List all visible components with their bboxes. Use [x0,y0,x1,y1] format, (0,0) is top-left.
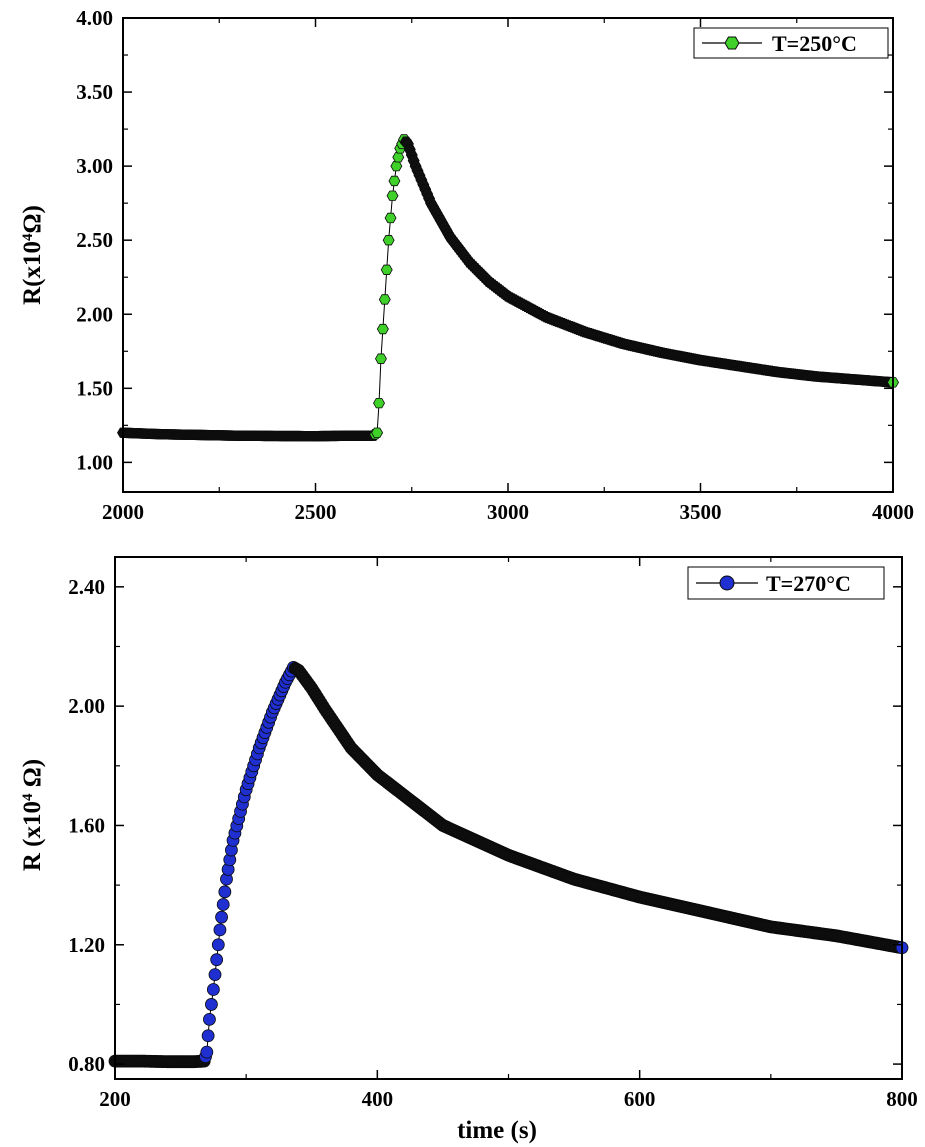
chart-top-axes: 2000 2500 3000 3500 4000 1.00 1.50 2.00 2.50 3.00… [76,6,914,524]
data-point [373,397,385,409]
x-tick-label: 800 [886,1087,918,1111]
y-tick-label: 0.80 [68,1052,105,1076]
data-point [376,323,389,335]
y-tick-label: 2.00 [76,302,113,326]
data-point [386,190,399,201]
y-tick-label: 1.20 [68,933,105,957]
data-point [374,353,387,364]
x-tick-label: 600 [624,1087,656,1111]
data-point [378,294,391,305]
legend-label: T=250°C [772,31,857,56]
chart-top-frame [122,17,894,493]
x-tick-label: 3500 [680,500,722,524]
chart-bottom-marks [108,660,909,1069]
data-point [203,1012,216,1026]
chart-top-ylabel: R(x104Ω) [19,205,46,305]
data-point [382,235,395,246]
legend-label: T=270°C [766,571,851,596]
y-tick-label: 1.60 [68,813,105,837]
y-tick-label: 2.40 [68,575,105,599]
x-tick-label: 2000 [102,500,144,524]
y-tick-label: 2.00 [68,694,105,718]
y-tick-label: 2.50 [76,228,113,252]
series-line [122,138,894,437]
chart-bottom-ylabel: R (x104 Ω) [19,759,46,871]
y-tick-label: 1.50 [76,376,113,400]
data-point [215,910,228,924]
x-tick-label: 3000 [487,500,529,524]
chart-bottom-legend: T=270°C [687,566,885,600]
data-point [206,983,220,996]
data-point [205,998,218,1011]
y-tick-label: 1.00 [76,450,113,474]
data-point [211,938,225,952]
chart-bottom: 200 400 600 800 0.80 1.20 1.60 2.00 2.40 R (x104… [19,556,918,1144]
legend-marker-hexagon [724,36,740,50]
data-point [200,1045,214,1059]
x-tick-label: 2500 [295,500,337,524]
chart-top-marks [117,134,899,442]
data-point [213,923,227,937]
data-point [208,968,222,981]
x-tick-label: 200 [99,1087,131,1111]
data-point [380,264,393,275]
chart-bottom-frame [114,556,903,1080]
chart-top: 2000 2500 3000 3500 4000 1.00 1.50 2.00 2.50 3.00… [19,6,914,524]
x-tick-label: 400 [362,1087,394,1111]
y-tick-label: 4.00 [76,6,113,30]
chart-bottom-xlabel: time (s) [457,1117,537,1144]
x-tick-label: 4000 [872,500,914,524]
legend-marker-circle [719,575,735,591]
y-tick-label: 3.00 [76,154,113,178]
data-point [371,427,384,438]
y-tick-label: 3.50 [76,80,113,104]
data-point [388,175,401,187]
data-point [201,1029,215,1043]
data-point [384,212,397,224]
chart-top-legend: T=250°C [693,27,889,59]
data-point [210,953,224,967]
data-point [390,160,403,172]
chart-bottom-axes: 200 400 600 800 0.80 1.20 1.60 2.00 2.40 [68,557,918,1111]
data-point [218,885,232,899]
data-point [392,152,405,163]
data-point [216,898,230,911]
